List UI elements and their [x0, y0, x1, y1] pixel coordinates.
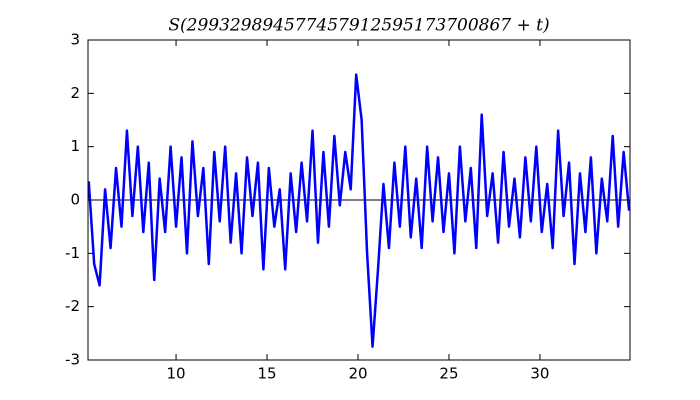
chart-title: S(299329894577457912595173700867 + t): [168, 16, 549, 36]
x-tick-label: 15: [257, 365, 276, 383]
x-tick-label: 20: [348, 365, 367, 383]
y-tick-label: 1: [70, 137, 80, 155]
x-tick-label: 30: [530, 365, 549, 383]
y-tick-label: 2: [70, 84, 80, 102]
y-tick-label: 3: [70, 31, 80, 49]
data-line: [88, 73, 630, 348]
y-tick-label: -1: [65, 244, 80, 262]
y-tick-label: 0: [70, 191, 80, 209]
y-tick-label: -2: [65, 297, 80, 315]
y-tick-label: -3: [65, 351, 80, 369]
x-tick-label: 25: [439, 365, 458, 383]
x-tick-label: 10: [167, 365, 186, 383]
